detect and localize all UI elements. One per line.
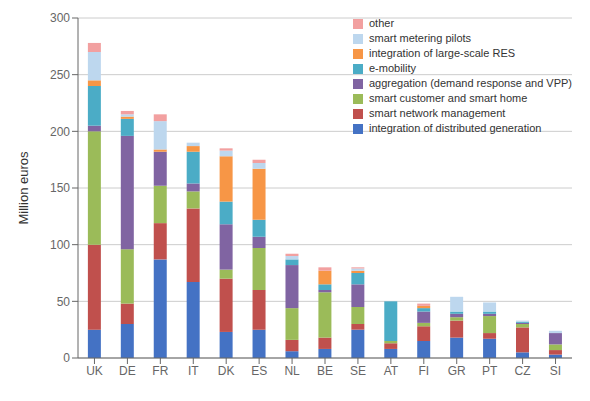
html-text:integration of large-scale RES: integration of large-scale RES: [369, 47, 516, 59]
svg-text:0: 0: [63, 351, 70, 365]
svg-text:Million euros: Million euros: [16, 151, 31, 224]
svg-text:100: 100: [50, 238, 70, 252]
html-text:other: other: [369, 17, 394, 29]
html-text:aggregation (demand response a: aggregation (demand response and VPP): [369, 77, 572, 89]
svg-text:FI: FI: [418, 364, 429, 378]
svg-text:NL: NL: [284, 364, 300, 378]
svg-text:SI: SI: [550, 364, 561, 378]
svg-text:50: 50: [57, 295, 71, 309]
svg-text:IT: IT: [188, 364, 199, 378]
html-text:smart customer and smart home: smart customer and smart home: [369, 92, 528, 104]
svg-text:200: 200: [50, 125, 70, 139]
html-text:e-mobility: e-mobility: [369, 62, 416, 74]
html-text:smart network management: smart network management: [369, 107, 506, 119]
svg-text:150: 150: [50, 181, 70, 195]
svg-text:FR: FR: [152, 364, 168, 378]
svg-text:UK: UK: [86, 364, 103, 378]
svg-text:DE: DE: [119, 364, 136, 378]
svg-text:AT: AT: [384, 364, 399, 378]
svg-text:BE: BE: [317, 364, 333, 378]
svg-text:SE: SE: [350, 364, 366, 378]
html-text:integration of distributed gen: integration of distributed generation: [369, 122, 542, 134]
svg-text:ES: ES: [251, 364, 267, 378]
svg-text:250: 250: [50, 68, 70, 82]
svg-text:DK: DK: [218, 364, 235, 378]
svg-text:GR: GR: [448, 364, 466, 378]
html-text:smart metering pilots: smart metering pilots: [369, 32, 472, 44]
svg-text:PT: PT: [482, 364, 498, 378]
svg-text:CZ: CZ: [515, 364, 531, 378]
svg-text:300: 300: [50, 11, 70, 25]
